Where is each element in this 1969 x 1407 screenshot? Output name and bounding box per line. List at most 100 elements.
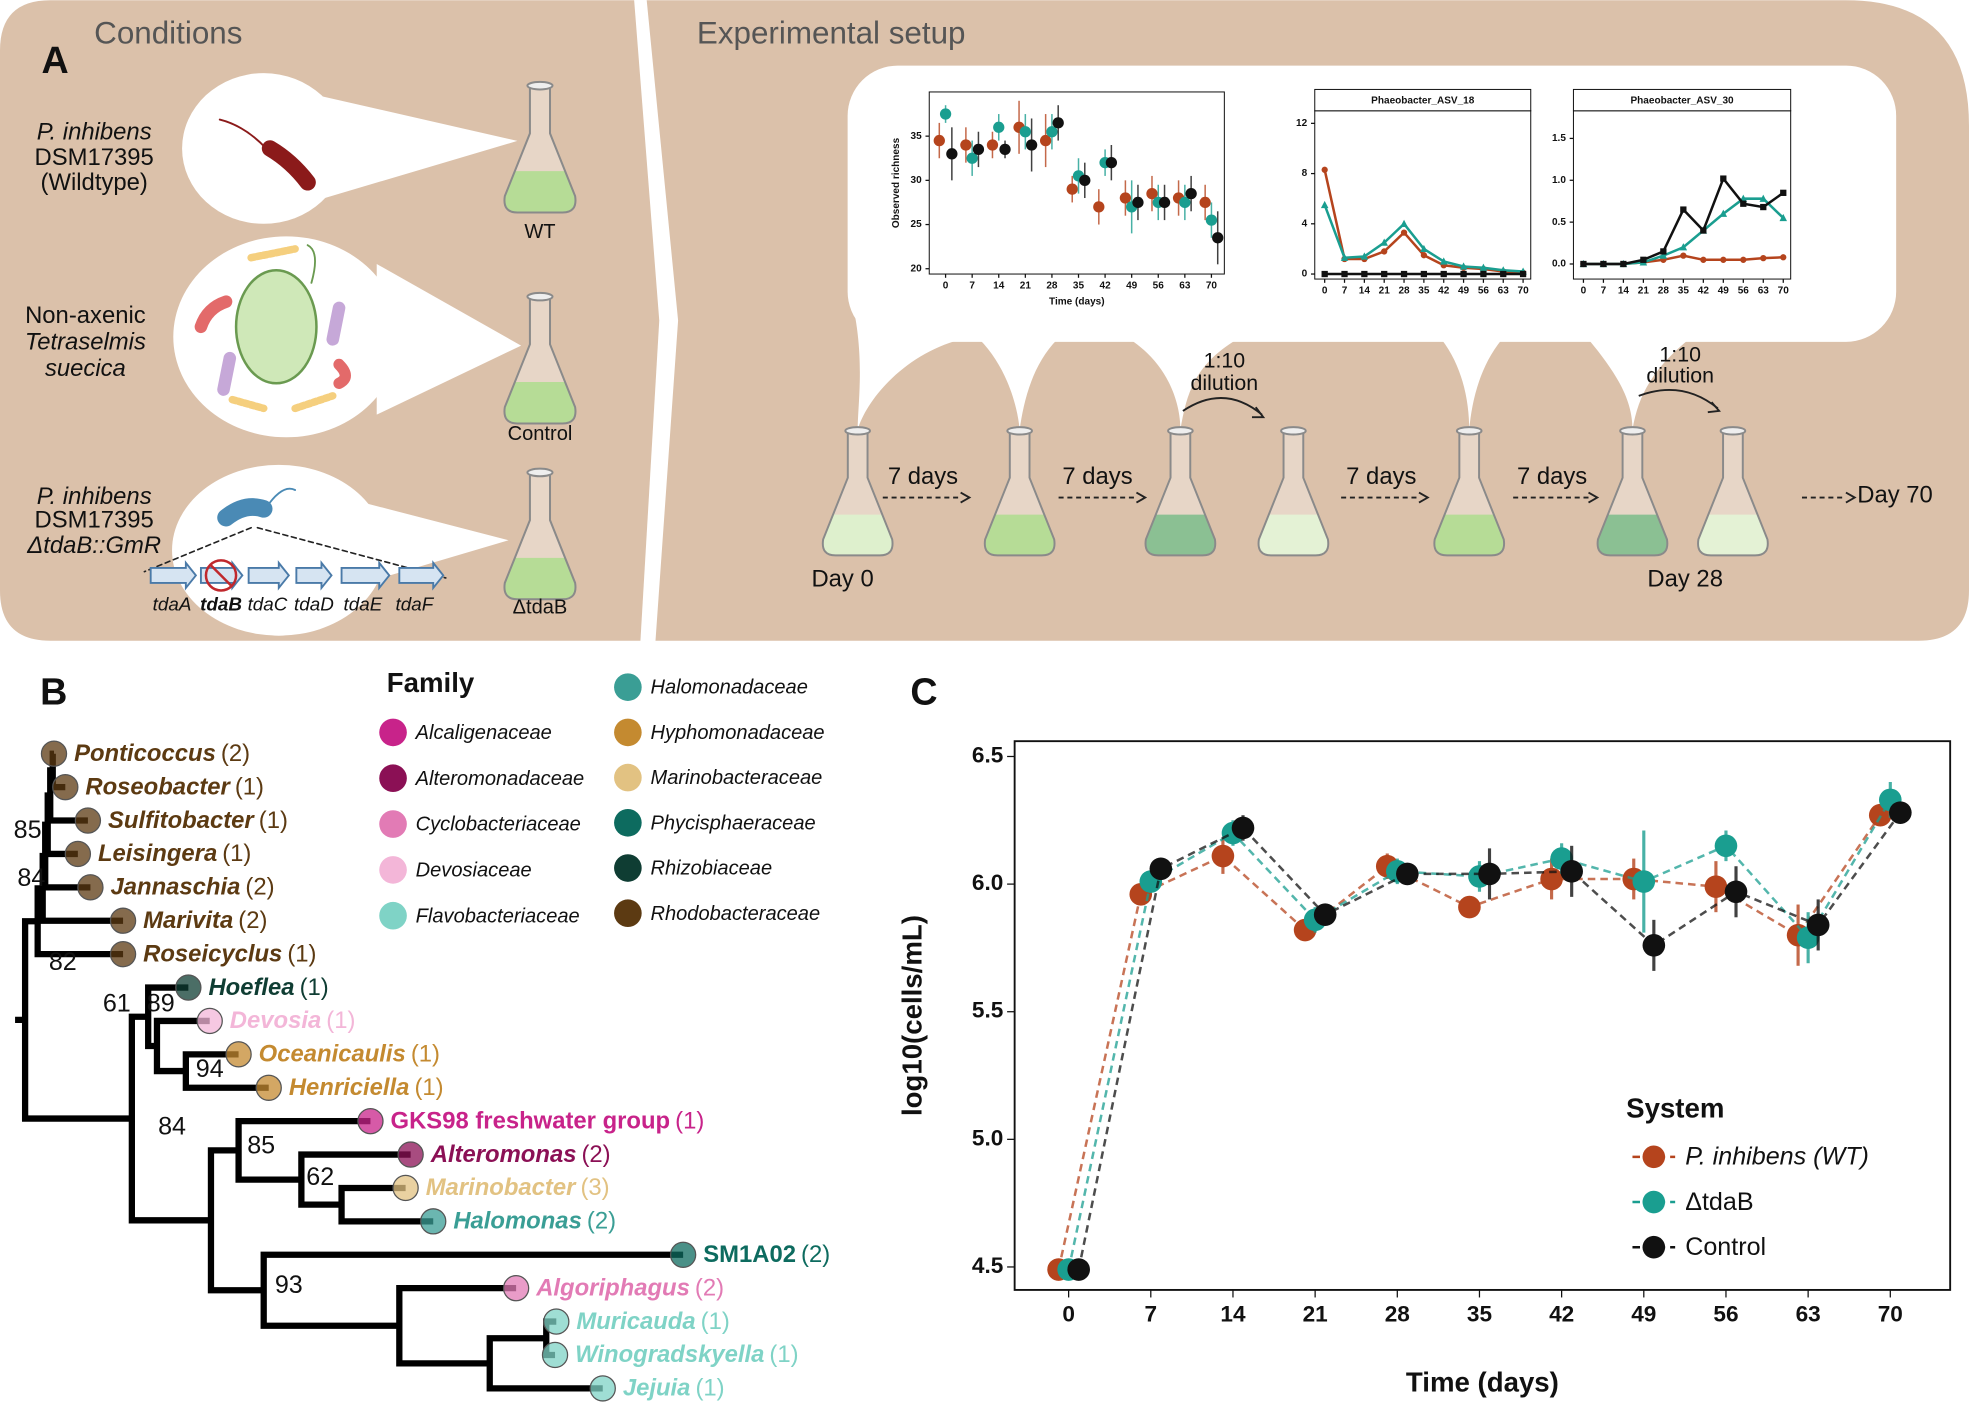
x-tick-label: 0	[1062, 1302, 1075, 1327]
point	[1459, 262, 1468, 270]
x-tick-label: 21	[1020, 280, 1032, 291]
strip-title: Phaeobacter_ASV_30	[1630, 95, 1734, 106]
x-tick-label: 70	[1518, 286, 1530, 297]
illustrations	[143, 118, 447, 579]
leaf-count: (2)	[587, 1208, 616, 1235]
point	[1439, 257, 1448, 265]
point	[999, 143, 1011, 156]
strain-label: ΔtdaB::GmR	[26, 532, 161, 559]
leaf-name: Oceanicaulis	[259, 1041, 406, 1068]
legend-label: Devosiaceae	[416, 859, 532, 881]
leaf-node	[74, 807, 102, 834]
legend-label: Alteromonadaceae	[415, 768, 585, 790]
point	[1714, 834, 1738, 858]
y-tick-label: 25	[911, 219, 923, 230]
gene-label: tdaB	[200, 594, 242, 615]
point	[1400, 219, 1408, 227]
interval-label: 7 days	[1062, 463, 1132, 490]
leaf-node	[255, 1074, 282, 1101]
strain-label: P. inhibens	[37, 483, 152, 510]
section-title: Conditions	[94, 16, 242, 51]
y-tick-label: 1.0	[1552, 175, 1566, 186]
leaf-count: (2)	[581, 1141, 610, 1168]
leaf-node	[77, 874, 104, 901]
algae-label: Non-axenic	[25, 302, 146, 329]
leaf-count: (1)	[222, 840, 251, 867]
point	[939, 108, 952, 120]
algae-label: suecica	[45, 355, 126, 382]
x-tick-label: 0	[943, 280, 949, 291]
leaf-node	[52, 773, 79, 801]
leaf-name: Leisingera	[98, 840, 217, 867]
x-tick-label: 70	[1878, 1302, 1903, 1327]
point	[1759, 194, 1768, 202]
legend-label: Marinobacteraceae	[650, 767, 822, 789]
strip	[1314, 88, 1532, 112]
tree: Ponticoccus (2)Roseobacter (1)Sulfitobacte…	[14, 740, 831, 1402]
point	[1396, 862, 1419, 886]
flask-label: WT	[524, 221, 555, 243]
point	[1680, 252, 1687, 259]
gene-label: tdaC	[248, 594, 288, 615]
point	[1760, 254, 1767, 262]
legend-title: System	[1626, 1093, 1724, 1124]
leaf-label: Marinobacter (3)	[426, 1175, 610, 1202]
x-tick-label: 0	[1581, 286, 1587, 297]
legend-label: P. inhibens (WT)	[1685, 1143, 1869, 1171]
panel-label: A	[41, 39, 68, 81]
leaf-name: SM1A02	[703, 1241, 796, 1268]
x-tick-label: 21	[1303, 1302, 1328, 1327]
point	[1420, 244, 1428, 253]
flask-label: Control	[508, 423, 573, 445]
legend-marker	[1642, 1190, 1666, 1214]
leaf-node	[392, 1174, 419, 1202]
leaf-node	[543, 1308, 570, 1335]
point	[1806, 913, 1830, 937]
legend-label: Cyclobacteriaceae	[416, 814, 581, 836]
leaf-label: SM1A02 (2)	[703, 1241, 830, 1268]
point	[993, 121, 1005, 133]
point	[966, 152, 978, 164]
leaf-name: Marivita	[143, 907, 233, 934]
tree-branches	[15, 750, 684, 1392]
legend-label: Hyphomonadaceae	[650, 722, 824, 744]
y-axis-title: log10(cells/mL)	[896, 915, 927, 1116]
leaf-name: Algoriphagus	[535, 1275, 690, 1302]
bootstrap-label: 84	[158, 1113, 186, 1141]
leaf-node	[541, 1341, 569, 1369]
x-tick-label: 35	[1467, 1302, 1492, 1327]
point	[1066, 183, 1078, 195]
point	[1211, 844, 1235, 868]
x-tick-label: 35	[1073, 280, 1085, 291]
legend-label: Control	[1685, 1233, 1766, 1261]
leaf-name: GKS98 freshwater group	[391, 1108, 671, 1135]
leaf-label: Sulfitobacter (1)	[108, 807, 288, 834]
point	[1321, 270, 1328, 278]
point	[1640, 256, 1647, 263]
leaf-name: Jejuia	[623, 1375, 691, 1402]
point	[1679, 243, 1688, 251]
x-tick-label: 14	[1618, 286, 1630, 297]
point	[1381, 270, 1388, 278]
x-tick-label: 49	[1458, 286, 1470, 297]
leaf-label: Algoriphagus (2)	[535, 1275, 724, 1302]
leaf-label: Roseicyclus (1)	[143, 941, 316, 968]
gene-label: tdaD	[294, 594, 334, 615]
legend-label: ΔtdaB	[1685, 1188, 1753, 1216]
leaf-name: Ponticoccus	[74, 740, 216, 767]
legend-swatch	[614, 763, 642, 792]
point	[1067, 1258, 1090, 1281]
leaf-label: Ponticoccus (2)	[74, 740, 250, 767]
leaf-name: Sulfitobacter	[108, 807, 255, 834]
point	[1320, 200, 1329, 209]
point	[1212, 232, 1224, 244]
strain-label: DSM17395	[35, 144, 154, 171]
legend-swatch	[614, 854, 642, 882]
leaf-count: (2)	[801, 1241, 830, 1268]
leaf-label: Winogradskyella (1)	[575, 1342, 798, 1369]
point	[1093, 201, 1105, 213]
x-tick-label: 28	[1046, 280, 1058, 291]
point	[1340, 253, 1349, 261]
point	[1704, 875, 1728, 898]
